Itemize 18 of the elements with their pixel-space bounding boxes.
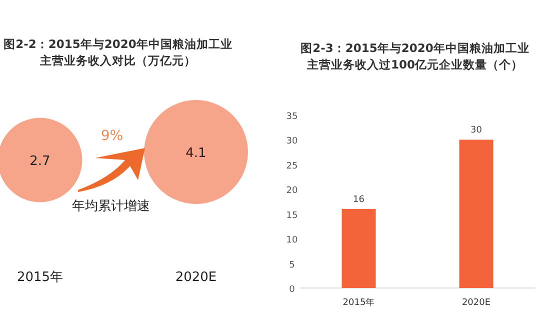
- y-tick-label: 30: [286, 136, 298, 147]
- category-label: 2015年: [16, 270, 64, 285]
- data-label: 16: [353, 194, 365, 205]
- category-label: 2020E: [175, 270, 217, 285]
- data-label: 2.7: [30, 154, 50, 169]
- y-tick-label: 25: [286, 161, 298, 172]
- y-tick-label: 20: [286, 186, 298, 196]
- y-tick-label: 0: [289, 285, 296, 295]
- y-tick-label: 5: [289, 260, 295, 270]
- y-tick-label: 10: [286, 236, 298, 246]
- y-tick-label: 35: [286, 112, 298, 122]
- text: 年均累计增速: [72, 199, 150, 214]
- chart-title: 图2-3：2015年与2020年中国粮油加工业主营业务收入过100亿元企业数量（个）: [300, 41, 530, 72]
- data-label: 4.1: [186, 146, 206, 161]
- text: 9%: [100, 128, 124, 144]
- text: 图2-2：2015年与2020年中国粮油加工业主营业务收入对比（万亿元）: [4, 37, 232, 68]
- y-tick-label: 15: [286, 210, 298, 221]
- data-label: 30: [470, 126, 482, 136]
